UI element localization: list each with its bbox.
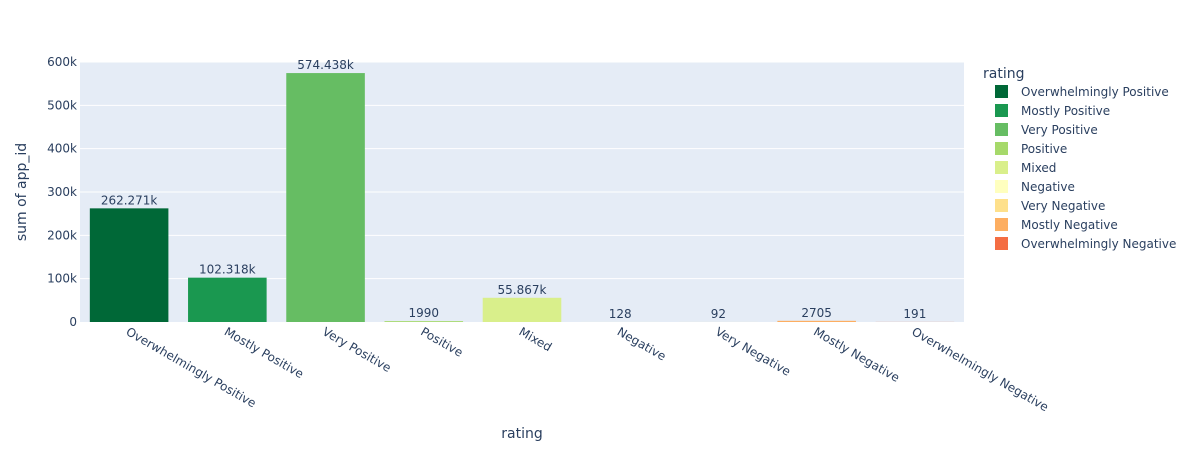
- bar[interactable]: [777, 320, 856, 322]
- y-tick-label: 200k: [47, 228, 77, 242]
- x-tick-label: Very Positive: [320, 324, 393, 375]
- legend-item[interactable]: Very Positive: [995, 123, 1098, 137]
- y-axis-ticks: 0 100k 200k 300k 400k 500k 600k: [47, 55, 77, 329]
- x-tick-label: Mostly Negative: [811, 324, 902, 385]
- legend-item[interactable]: Mixed: [995, 161, 1056, 175]
- bar[interactable]: [384, 321, 464, 322]
- legend-item[interactable]: Very Negative: [995, 199, 1105, 213]
- legend-swatch: [995, 218, 1008, 231]
- legend-label: Negative: [1021, 180, 1075, 194]
- bar-data-label: 102.318k: [199, 263, 256, 277]
- legend-item[interactable]: Negative: [995, 180, 1075, 194]
- bar-data-label: 262.271k: [101, 193, 158, 207]
- y-tick-label: 0: [69, 315, 77, 329]
- legend-swatch: [995, 104, 1008, 117]
- bar-data-label: 92: [711, 307, 726, 321]
- x-tick-label: Mostly Positive: [222, 324, 306, 381]
- y-tick-label: 100k: [47, 272, 77, 286]
- legend-item[interactable]: Overwhelmingly Positive: [995, 85, 1169, 99]
- legend-label: Overwhelmingly Positive: [1021, 85, 1169, 99]
- y-tick-label: 500k: [47, 98, 77, 112]
- x-tick-label: Negative: [615, 324, 669, 363]
- legend-title: rating: [983, 66, 1024, 82]
- legend-item[interactable]: Mostly Positive: [995, 104, 1110, 118]
- bar[interactable]: [89, 208, 169, 322]
- legend-label: Overwhelmingly Negative: [1021, 237, 1176, 251]
- legend-label: Mixed: [1021, 161, 1056, 175]
- legend-label: Very Positive: [1021, 123, 1098, 137]
- y-tick-label: 300k: [47, 185, 77, 199]
- legend: Overwhelmingly Positive Mostly Positive Ve…: [995, 85, 1176, 251]
- bar-data-label: 1990: [409, 306, 440, 320]
- legend-label: Very Negative: [1021, 199, 1105, 213]
- bar-data-label: 128: [609, 307, 632, 321]
- bar[interactable]: [286, 73, 365, 322]
- y-axis-title: sum of app_id: [14, 143, 30, 241]
- legend-swatch: [995, 237, 1008, 250]
- x-axis-title: rating: [501, 426, 542, 442]
- legend-item[interactable]: Mostly Negative: [995, 218, 1118, 232]
- legend-swatch: [995, 142, 1008, 155]
- bar-data-label: 574.438k: [297, 58, 354, 72]
- legend-swatch: [995, 85, 1008, 98]
- bar-data-label: 191: [903, 307, 926, 321]
- x-tick-label: Very Negative: [713, 324, 793, 378]
- x-tick-label: Overwhelmingly Negative: [909, 324, 1051, 414]
- legend-label: Positive: [1021, 142, 1067, 156]
- bars: [89, 73, 955, 322]
- y-tick-label: 400k: [47, 142, 77, 156]
- bar-labels: 262.271k 102.318k 574.438k 1990 55.867k 128 92…: [101, 58, 927, 321]
- x-tick-label: Positive: [418, 324, 465, 359]
- legend-item[interactable]: Positive: [995, 142, 1067, 156]
- x-tick-label: Mixed: [517, 324, 555, 354]
- bar-data-label: 2705: [801, 306, 832, 320]
- legend-label: Mostly Positive: [1021, 104, 1110, 118]
- bar[interactable]: [188, 277, 267, 322]
- bar[interactable]: [482, 297, 562, 322]
- legend-swatch: [995, 180, 1008, 193]
- bar-data-label: 55.867k: [498, 283, 547, 297]
- legend-swatch: [995, 123, 1008, 136]
- legend-label: Mostly Negative: [1021, 218, 1118, 232]
- legend-swatch: [995, 161, 1008, 174]
- legend-swatch: [995, 199, 1008, 212]
- legend-item[interactable]: Overwhelmingly Negative: [995, 237, 1176, 251]
- y-tick-label: 600k: [47, 55, 77, 69]
